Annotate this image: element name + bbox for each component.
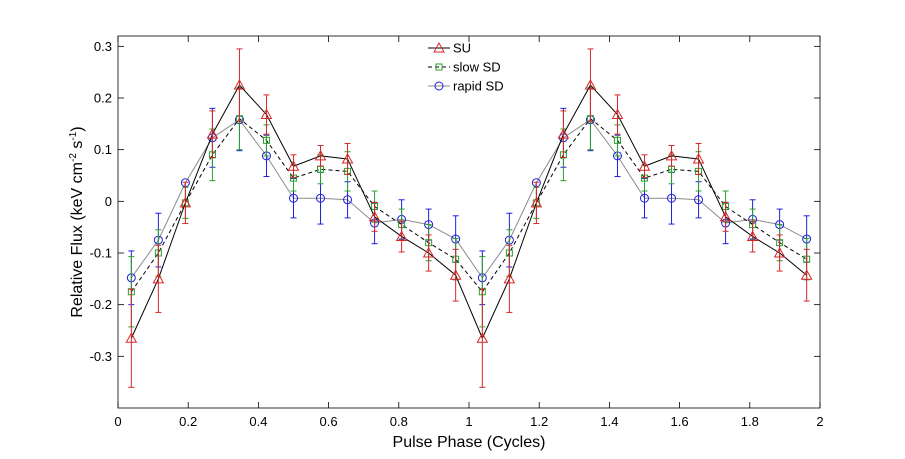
y-tick-label: -0.1 — [90, 246, 112, 261]
data-point — [179, 196, 192, 208]
data-point — [665, 149, 678, 161]
y-tick-label: 0.2 — [94, 91, 112, 106]
axes-ticks: 0 0.2 0.4 0.6 0.8 1 1.2 1.4 1.6 1.8 2 -0.3 -0.2 -0.1 0… — [90, 36, 824, 429]
legend-item-rapid-sd: rapid SD — [428, 79, 504, 94]
data-point — [206, 128, 219, 139]
legend-item-slow-sd: slow SD — [428, 60, 501, 75]
data-point — [613, 136, 621, 144]
data-point — [287, 160, 300, 171]
data-point — [152, 272, 165, 284]
data-point — [233, 79, 246, 90]
y-tick-label: -0.2 — [90, 297, 112, 312]
y-tick-label: 0.3 — [94, 39, 112, 54]
data-point — [584, 79, 597, 90]
x-tick-label: 2 — [816, 414, 823, 429]
legend: SU slow SD rapid SD — [428, 41, 504, 94]
data-point — [343, 195, 353, 205]
series-su — [125, 48, 813, 388]
data-point — [395, 230, 408, 241]
data-point — [341, 152, 354, 164]
legend-marker — [434, 81, 444, 91]
x-tick-label: 1.2 — [530, 414, 548, 429]
x-tick-label: 0 — [114, 414, 121, 429]
y-axis-label-superscript: -1 — [68, 131, 79, 140]
data-point — [557, 128, 570, 139]
x-tick-label: 0.8 — [390, 414, 408, 429]
legend-marker — [433, 41, 445, 53]
x-tick-label: 1 — [465, 414, 472, 429]
x-tick-label: 0.2 — [179, 414, 197, 429]
x-tick-label: 0.4 — [249, 414, 267, 429]
y-axis-label-superscript: -2 — [68, 153, 79, 162]
series-line — [130, 119, 807, 279]
data-point — [638, 160, 651, 171]
y-axis-label: Relative Flux (keV cm-2 s-1) — [68, 126, 86, 317]
data-point — [719, 210, 732, 222]
legend-label: slow SD — [453, 60, 501, 75]
series-line — [130, 84, 807, 340]
y-tick-label: -0.3 — [90, 349, 112, 364]
data-point — [667, 193, 677, 203]
data-point — [503, 272, 516, 284]
data-point — [125, 332, 138, 343]
legend-label: rapid SD — [453, 79, 504, 94]
data-point — [260, 108, 273, 120]
x-tick-label: 0.6 — [320, 414, 338, 429]
data-point — [694, 195, 704, 205]
data-point — [746, 230, 759, 241]
data-point — [289, 193, 298, 203]
data-point — [449, 269, 462, 280]
data-point — [368, 210, 381, 222]
data-point — [692, 152, 705, 164]
legend-marker — [435, 63, 443, 71]
legend-label: SU — [453, 41, 471, 56]
data-point — [262, 136, 270, 144]
data-point — [611, 108, 624, 120]
data-point — [316, 193, 326, 203]
x-tick-label: 1.4 — [600, 414, 618, 429]
data-point — [640, 193, 649, 203]
legend-item-su: SU — [428, 41, 471, 56]
data-point — [530, 196, 543, 208]
data-point — [773, 246, 786, 258]
y-tick-label: 0.1 — [94, 142, 112, 157]
plot-area — [125, 48, 813, 388]
y-axis-label-part: s — [69, 141, 86, 153]
x-tick-label: 1.8 — [741, 414, 759, 429]
x-tick-label: 1.6 — [671, 414, 689, 429]
data-point — [476, 332, 489, 343]
data-point — [422, 246, 435, 258]
data-point — [800, 269, 813, 280]
data-point — [314, 149, 327, 161]
x-axis-label: Pulse Phase (Cycles) — [393, 434, 546, 451]
y-tick-label: 0 — [105, 194, 112, 209]
y-axis-label-part: Relative Flux (keV cm — [69, 162, 86, 318]
y-axis-label-part: ) — [69, 126, 86, 131]
series-line — [130, 117, 807, 293]
